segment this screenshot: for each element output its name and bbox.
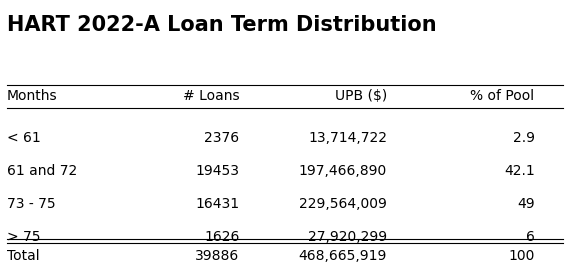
Text: 229,564,009: 229,564,009 [299,197,387,211]
Text: Total: Total [7,249,40,263]
Text: < 61: < 61 [7,132,41,145]
Text: 6: 6 [526,230,535,244]
Text: 1626: 1626 [204,230,239,244]
Text: # Loans: # Loans [183,89,239,103]
Text: 2.9: 2.9 [512,132,535,145]
Text: 42.1: 42.1 [504,165,535,178]
Text: Months: Months [7,89,58,103]
Text: 2376: 2376 [205,132,239,145]
Text: UPB ($): UPB ($) [335,89,387,103]
Text: HART 2022-A Loan Term Distribution: HART 2022-A Loan Term Distribution [7,15,437,35]
Text: 19453: 19453 [196,165,239,178]
Text: 100: 100 [508,249,535,263]
Text: 27,920,299: 27,920,299 [308,230,387,244]
Text: 13,714,722: 13,714,722 [308,132,387,145]
Text: > 75: > 75 [7,230,40,244]
Text: 61 and 72: 61 and 72 [7,165,78,178]
Text: 468,665,919: 468,665,919 [299,249,387,263]
Text: 49: 49 [517,197,535,211]
Text: 197,466,890: 197,466,890 [299,165,387,178]
Text: 39886: 39886 [196,249,239,263]
Text: 73 - 75: 73 - 75 [7,197,56,211]
Text: % of Pool: % of Pool [470,89,535,103]
Text: 16431: 16431 [196,197,239,211]
